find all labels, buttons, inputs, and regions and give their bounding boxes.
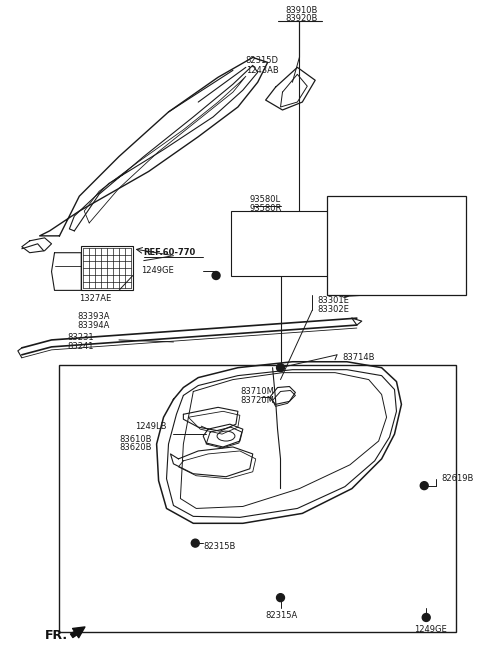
- Text: 83720M: 83720M: [241, 396, 275, 405]
- Circle shape: [422, 613, 430, 621]
- Text: 93580L: 93580L: [250, 194, 281, 204]
- Text: 83920B: 83920B: [286, 14, 318, 23]
- Text: 83241: 83241: [67, 342, 94, 352]
- Text: 93580R: 93580R: [250, 204, 282, 212]
- Text: 83302E: 83302E: [317, 305, 349, 314]
- Text: 1249GE: 1249GE: [141, 266, 173, 275]
- Text: 93582A: 93582A: [355, 214, 387, 224]
- Text: (W/SEAT WARMER): (W/SEAT WARMER): [335, 196, 423, 206]
- FancyArrowPatch shape: [71, 627, 85, 638]
- Text: 93582B: 93582B: [355, 223, 387, 232]
- Text: 83620B: 83620B: [119, 444, 152, 452]
- Circle shape: [276, 364, 285, 372]
- Circle shape: [420, 482, 428, 490]
- Text: 83714B: 83714B: [342, 353, 374, 362]
- Text: 83910B: 83910B: [286, 7, 318, 15]
- Text: REF.60-770: REF.60-770: [144, 248, 196, 257]
- Text: 1243AB: 1243AB: [246, 66, 278, 75]
- Text: 83393A: 83393A: [77, 312, 110, 320]
- Text: 83231: 83231: [67, 334, 94, 342]
- Text: 93582B: 93582B: [236, 223, 268, 232]
- Text: 82315A: 82315A: [265, 611, 298, 620]
- Text: 82315B: 82315B: [203, 541, 236, 551]
- Text: 1249GE: 1249GE: [414, 625, 447, 634]
- Text: 83610B: 83610B: [119, 434, 152, 444]
- Text: 93581F: 93581F: [392, 264, 423, 273]
- Circle shape: [212, 272, 220, 280]
- Text: 82619B: 82619B: [441, 474, 473, 484]
- Text: FR.: FR.: [45, 629, 68, 642]
- Text: 93582A: 93582A: [236, 214, 268, 224]
- Text: 93330B: 93330B: [335, 288, 368, 297]
- Bar: [60, 365, 456, 632]
- Bar: [81, 246, 133, 290]
- Circle shape: [276, 593, 285, 601]
- Bar: [327, 196, 466, 295]
- Text: 83710M: 83710M: [241, 387, 275, 396]
- Text: 83301E: 83301E: [317, 296, 349, 305]
- Text: 93581F: 93581F: [317, 261, 348, 270]
- Text: 1327AE: 1327AE: [79, 294, 111, 303]
- Circle shape: [192, 539, 199, 547]
- Text: 83394A: 83394A: [77, 320, 110, 330]
- Text: 82315D: 82315D: [246, 56, 279, 65]
- Bar: [231, 211, 330, 276]
- Text: 1249LB: 1249LB: [135, 422, 167, 431]
